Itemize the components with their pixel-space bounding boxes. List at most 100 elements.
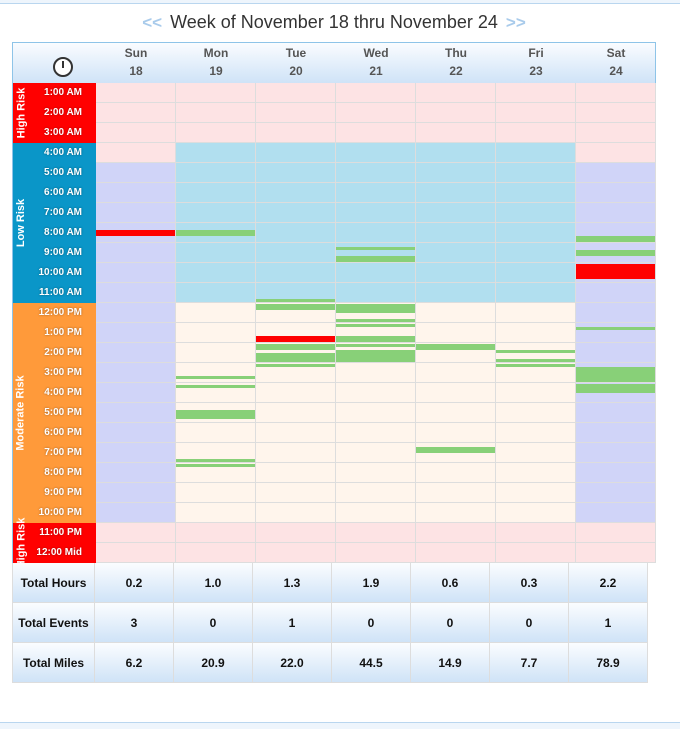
time-slot-cell[interactable] <box>176 103 256 123</box>
time-slot-cell[interactable] <box>256 183 336 203</box>
time-slot-cell[interactable] <box>496 283 576 303</box>
time-slot-cell[interactable] <box>496 483 576 503</box>
time-slot-cell[interactable] <box>176 263 256 283</box>
trip-bar[interactable] <box>256 344 335 350</box>
time-slot-cell[interactable] <box>576 543 656 563</box>
time-slot-cell[interactable] <box>176 523 256 543</box>
time-slot-cell[interactable] <box>176 203 256 223</box>
time-slot-cell[interactable] <box>496 303 576 323</box>
time-slot-cell[interactable] <box>256 163 336 183</box>
time-slot-cell[interactable] <box>96 283 176 303</box>
trip-bar[interactable] <box>576 384 655 393</box>
time-slot-cell[interactable] <box>416 83 496 103</box>
time-slot-cell[interactable] <box>176 363 256 383</box>
trip-bar[interactable] <box>256 304 335 310</box>
trip-bar[interactable] <box>416 447 495 453</box>
time-slot-cell[interactable] <box>256 83 336 103</box>
trip-bar[interactable] <box>496 359 575 362</box>
time-slot-cell[interactable] <box>336 283 416 303</box>
time-slot-cell[interactable] <box>96 143 176 163</box>
time-slot-cell[interactable] <box>416 543 496 563</box>
time-slot-cell[interactable] <box>256 483 336 503</box>
time-slot-cell[interactable] <box>336 223 416 243</box>
trip-bar[interactable] <box>576 367 655 382</box>
time-slot-cell[interactable] <box>496 263 576 283</box>
time-slot-cell[interactable] <box>256 363 336 383</box>
time-slot-cell[interactable] <box>176 543 256 563</box>
time-slot-cell[interactable] <box>336 403 416 423</box>
time-slot-cell[interactable] <box>96 163 176 183</box>
time-slot-cell[interactable] <box>576 343 656 363</box>
time-slot-cell[interactable] <box>96 183 176 203</box>
time-slot-cell[interactable] <box>576 503 656 523</box>
time-slot-cell[interactable] <box>496 243 576 263</box>
event-bar[interactable] <box>256 336 335 342</box>
time-slot-cell[interactable] <box>496 443 576 463</box>
time-slot-cell[interactable] <box>176 503 256 523</box>
time-slot-cell[interactable] <box>336 483 416 503</box>
time-slot-cell[interactable] <box>256 123 336 143</box>
trip-bar[interactable] <box>256 364 335 367</box>
previous-week-button[interactable]: << <box>142 13 163 32</box>
trip-bar[interactable] <box>576 236 655 242</box>
trip-bar[interactable] <box>176 230 255 236</box>
time-slot-cell[interactable] <box>496 143 576 163</box>
time-slot-cell[interactable] <box>576 463 656 483</box>
time-slot-cell[interactable] <box>576 203 656 223</box>
time-slot-cell[interactable] <box>576 423 656 443</box>
time-slot-cell[interactable] <box>576 403 656 423</box>
time-slot-cell[interactable] <box>176 303 256 323</box>
time-slot-cell[interactable] <box>176 343 256 363</box>
time-slot-cell[interactable] <box>176 163 256 183</box>
time-slot-cell[interactable] <box>576 123 656 143</box>
time-slot-cell[interactable] <box>96 483 176 503</box>
time-slot-cell[interactable] <box>416 463 496 483</box>
time-slot-cell[interactable] <box>336 463 416 483</box>
time-slot-cell[interactable] <box>256 403 336 423</box>
trip-bar[interactable] <box>176 410 255 419</box>
time-slot-cell[interactable] <box>496 403 576 423</box>
trip-bar[interactable] <box>336 256 415 262</box>
time-slot-cell[interactable] <box>176 383 256 403</box>
time-slot-cell[interactable] <box>576 523 656 543</box>
time-slot-cell[interactable] <box>496 83 576 103</box>
time-slot-cell[interactable] <box>336 543 416 563</box>
time-slot-cell[interactable] <box>496 163 576 183</box>
time-slot-cell[interactable] <box>256 503 336 523</box>
time-slot-cell[interactable] <box>576 303 656 323</box>
trip-bar[interactable] <box>416 344 495 350</box>
trip-bar[interactable] <box>336 344 415 347</box>
trip-bar[interactable] <box>336 304 415 313</box>
time-slot-cell[interactable] <box>416 123 496 143</box>
time-slot-cell[interactable] <box>256 243 336 263</box>
time-slot-cell[interactable] <box>96 103 176 123</box>
time-slot-cell[interactable] <box>416 163 496 183</box>
time-slot-cell[interactable] <box>496 503 576 523</box>
time-slot-cell[interactable] <box>256 263 336 283</box>
event-bar[interactable] <box>96 230 175 236</box>
time-slot-cell[interactable] <box>416 303 496 323</box>
time-slot-cell[interactable] <box>496 463 576 483</box>
trip-bar[interactable] <box>496 350 575 353</box>
trip-bar[interactable] <box>176 376 255 379</box>
time-slot-cell[interactable] <box>416 483 496 503</box>
trip-bar[interactable] <box>336 336 415 342</box>
time-slot-cell[interactable] <box>576 183 656 203</box>
time-slot-cell[interactable] <box>416 103 496 123</box>
time-slot-cell[interactable] <box>176 423 256 443</box>
time-slot-cell[interactable] <box>96 123 176 143</box>
time-slot-cell[interactable] <box>336 83 416 103</box>
time-slot-cell[interactable] <box>336 263 416 283</box>
time-slot-cell[interactable] <box>416 143 496 163</box>
time-slot-cell[interactable] <box>576 283 656 303</box>
trip-bar[interactable] <box>576 327 655 330</box>
trip-bar[interactable] <box>336 247 415 250</box>
event-bar[interactable] <box>576 264 655 279</box>
trip-bar[interactable] <box>176 459 255 462</box>
time-slot-cell[interactable] <box>256 523 336 543</box>
time-slot-cell[interactable] <box>416 283 496 303</box>
trip-bar[interactable] <box>176 385 255 388</box>
time-slot-cell[interactable] <box>96 243 176 263</box>
time-slot-cell[interactable] <box>96 463 176 483</box>
trip-bar[interactable] <box>256 299 335 302</box>
